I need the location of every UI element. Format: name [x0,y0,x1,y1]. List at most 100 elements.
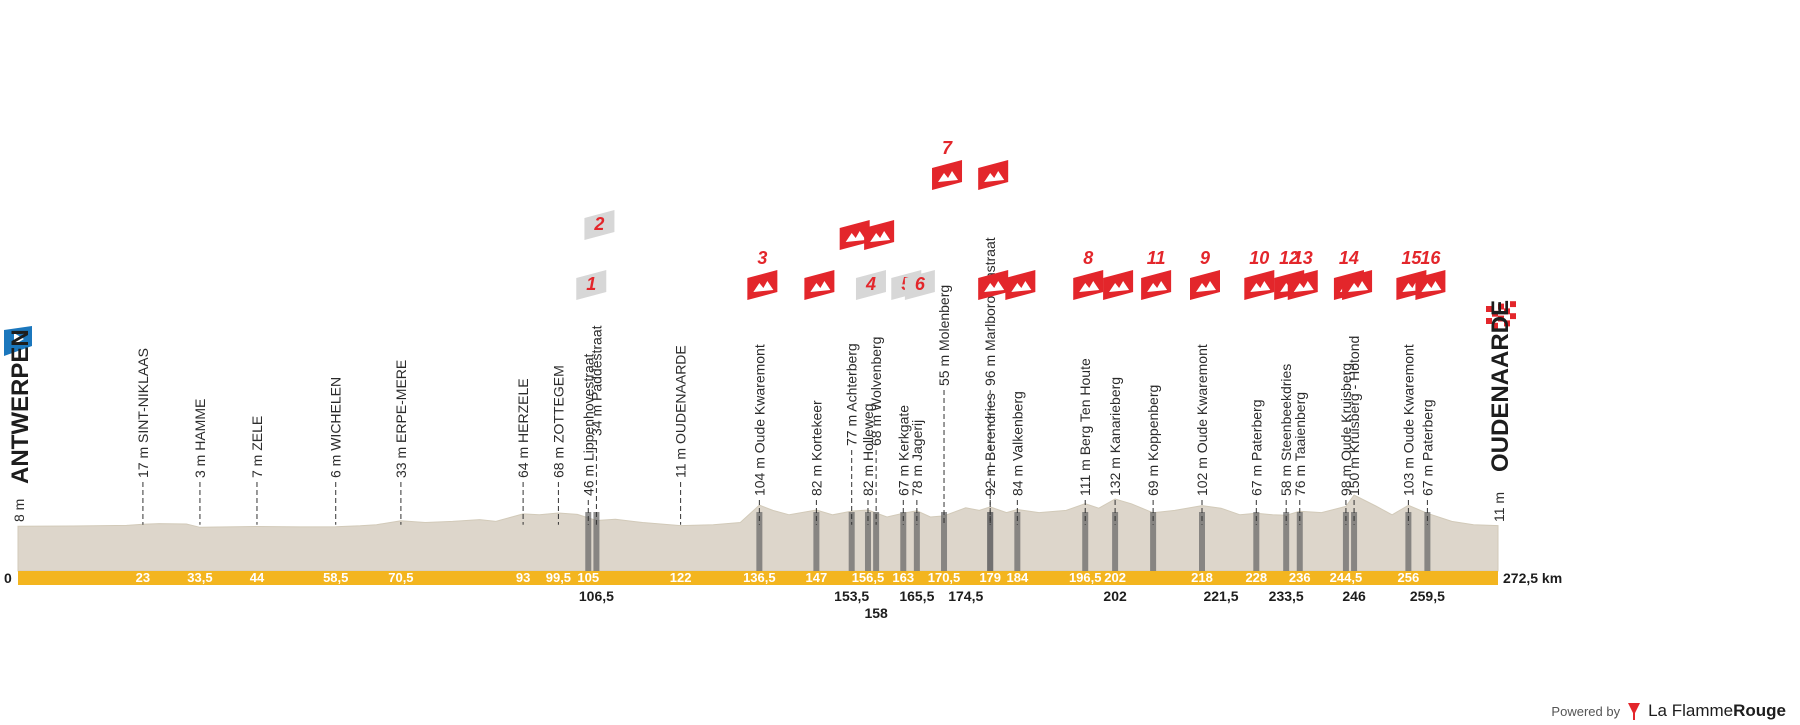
finish-flag-cell [1486,306,1492,312]
sector-marker [848,512,855,571]
finish-flag-cell [1510,319,1516,326]
climb-flag [864,220,895,250]
finish-flag-cell [1492,316,1498,323]
climb-label: 67 m Paterberg [1419,400,1435,497]
climb-flag [1342,270,1373,300]
mountain-icon [984,171,1005,182]
climb-flag [978,270,1009,300]
climb-label: 34 m Paddestraat [588,325,604,436]
km-axis-start: 0 [4,570,12,586]
climb-flags: 12345678119101213141516 [576,138,1446,300]
sector-marker [585,512,592,571]
km-tick-label: 136,5 [743,570,776,585]
place-label: 11 m OUDENAARDE [673,345,689,478]
flag-number: 15 [1401,248,1422,268]
climb-label: 82 m Holleweg [860,403,876,496]
mountain-icon [845,231,866,242]
mountain-icon [938,171,959,182]
finish-flag-cell [1498,309,1504,316]
climb-label: 76 m Taaienberg [1292,392,1308,496]
place-label: 7 m ZELE [249,416,265,478]
flag-number: 8 [1083,248,1093,268]
climb-label: 132 m Kanarieberg [1107,377,1123,496]
finish-flag-cell [1492,304,1498,311]
flag-number: 2 [593,214,604,234]
flag-number: 16 [1420,248,1441,268]
sector-marker [1405,512,1412,571]
flag-number: 13 [1293,248,1313,268]
mountain-icon [1147,281,1168,292]
climb-label: 111 m Berg Ten Houte [1077,358,1093,496]
km-tick-label: 93 [516,570,530,585]
mountain-icon [1109,281,1130,292]
finish-flag-cell [1486,318,1492,324]
flag-number: 10 [1249,248,1269,268]
km-bar-fill [18,571,1498,585]
sector-marker [873,512,880,571]
footer: Powered by La FlammeRouge [1551,701,1786,721]
sector-marker [987,512,994,571]
climb-flag [839,220,870,250]
km-tick-below-label: 158 [864,605,888,621]
play-icon [14,333,24,345]
place-label: 68 m ZOTTEGEM [550,365,566,478]
climb-label: 68 m Wolvenberg [868,337,884,446]
climb-flag [1244,270,1275,300]
km-tick-label: 228 [1245,570,1267,585]
finish-flag-cell [1504,314,1510,321]
mountain-icon [1348,281,1369,292]
flag-number: 1 [586,274,596,294]
climb-label: 104 m Oude Kwaremont [751,344,767,496]
climb-label: 92 m Berendries [982,393,998,496]
climb-flag [747,270,778,300]
flag-number: 4 [865,274,876,294]
start-town: ANTWERPEN [7,329,34,484]
flag-number: 9 [1200,248,1210,268]
km-tick-below-label: 259,5 [1410,588,1445,604]
mountain-icon [1250,281,1271,292]
climb-flag [932,160,963,190]
powered-by-label: Powered by [1551,703,1621,719]
climb-flag [1103,270,1134,300]
km-tick-label: 105 [577,570,599,585]
km-tick-label: 163 [892,570,914,585]
km-tick-below-label: 221,5 [1203,588,1238,604]
cobble-flag [576,270,607,300]
leader-lines [142,390,1428,525]
climb-flag [1005,270,1036,300]
finish-flag-cell [1486,324,1492,330]
km-tick-label: 156,5 [852,570,885,585]
climb-label: 98 m Oude Kruisberg [1338,363,1354,496]
climb-flag [1415,270,1446,300]
place-label: 64 m HERZELE [515,378,531,478]
sector-marker [941,512,948,571]
mountain-icon [984,281,1005,292]
place-label: 6 m WICHELEN [328,377,344,478]
finish-town: OUDENAARDE [1487,300,1514,472]
km-tick-label: 58,5 [323,570,348,585]
km-tick-below-label: 106,5 [579,588,614,604]
km-tick-label: 122 [670,570,692,585]
sector-marker [1082,512,1089,571]
km-tick-label: 184 [1006,570,1028,585]
km-tick-below-label: 246 [1342,588,1366,604]
flag-number: 12 [1279,248,1299,268]
mountain-icon [1196,281,1216,292]
flag-number: 6 [915,274,926,294]
climb-flag [1190,270,1220,300]
climb-label: 46 m Lippenhovestraat [580,353,596,496]
km-tick-label: 236 [1289,570,1311,585]
km-tick-below-label: 233,5 [1269,588,1304,604]
climb-label: 96 m Marlboroughstraat [982,237,998,386]
km-tick-label: 44 [250,570,265,585]
km-tick-label: 218 [1191,570,1213,585]
finish-flag-cell [1504,302,1510,309]
km-bar: 0 272,5 km 23 33,5 44 58,5 70,5 93 99,5 105 122 136… [4,570,1562,621]
place-labels: 17 m SINT-NIKLAAS 3 m HAMME 7 m ZELE 6 m WI… [135,237,1435,496]
cobble-flag [855,270,886,300]
cobble-flag [584,210,615,240]
sector-marker [1253,512,1260,571]
km-tick-label: 244,5 [1330,570,1363,585]
mountain-icon [810,281,831,292]
climb-label: 102 m Oude Kwaremont [1194,344,1210,496]
